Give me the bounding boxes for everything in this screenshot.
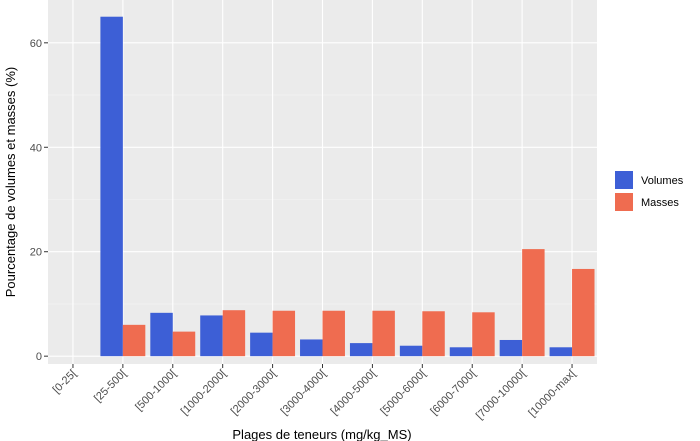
y-tick-label: 60	[30, 38, 42, 50]
bar-masses-5	[322, 310, 345, 357]
x-tick-label: [6000-7000[	[428, 368, 478, 418]
x-tick-label: [1000-2000[	[179, 368, 229, 418]
bar-masses-4	[272, 310, 296, 357]
y-tick-label: 0	[36, 351, 42, 363]
x-tick-label: [2000-3000[	[229, 368, 279, 418]
x-tick-label: [500-1000[	[133, 368, 179, 414]
x-tick-label: [5000-6000[	[378, 368, 428, 418]
y-axis-title: Pourcentage de volumes et masses (%)	[3, 67, 18, 298]
bar-masses-9	[522, 249, 545, 357]
y-axis-ticks: 0 20 40 60	[30, 38, 48, 363]
y-tick-label: 20	[30, 247, 42, 259]
legend-label-masses: Masses	[641, 197, 679, 209]
bars	[100, 16, 595, 357]
bar-masses-8	[472, 312, 495, 357]
bar-masses-2	[172, 331, 196, 357]
x-axis-title: Plages de teneurs (mg/kg_MS)	[232, 427, 411, 441]
legend-label-volumes: Volumes	[641, 175, 684, 187]
x-tick-label: [4000-5000[	[329, 368, 379, 418]
bar-volumes-2	[150, 312, 173, 357]
bar-masses-6	[372, 310, 395, 357]
bar-masses-1	[122, 324, 146, 357]
x-tick-label: [25-500[	[92, 368, 129, 405]
x-tick-label: [0-25[	[51, 368, 79, 396]
y-tick-label: 40	[30, 142, 42, 154]
bar-masses-7	[422, 311, 445, 357]
x-tick-label: [3000-4000[	[279, 368, 329, 418]
x-axis-ticks: [0-25[ [25-500[[500-1000[[1000-2000[[2000…	[51, 364, 578, 422]
bar-volumes-4	[250, 332, 273, 357]
legend: Volumes Masses	[615, 171, 684, 211]
bar-volumes-8	[449, 347, 473, 357]
x-tick-label: [7000-10000[	[474, 368, 528, 422]
x-tick-label: [10000-max[	[526, 368, 578, 420]
bar-masses-3	[222, 310, 246, 357]
bar-volumes-5	[300, 339, 323, 357]
bar-masses-10	[572, 268, 595, 357]
legend-key-masses	[615, 193, 633, 211]
legend-key-volumes	[615, 171, 633, 189]
bar-volumes-9	[499, 339, 523, 357]
bar-volumes-7	[399, 345, 423, 357]
bar-volumes-3	[200, 315, 223, 357]
bar-volumes-6	[349, 343, 373, 357]
bar-volumes-10	[549, 347, 573, 357]
bar-volumes-1	[100, 16, 123, 357]
